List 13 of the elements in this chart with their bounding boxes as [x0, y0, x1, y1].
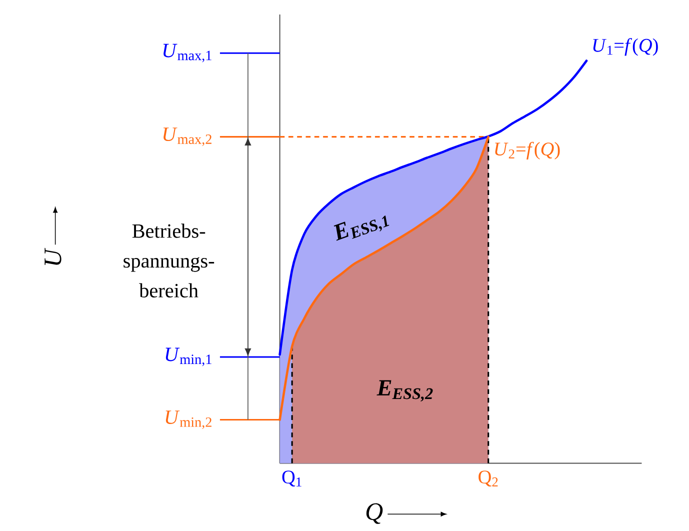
ref-line-label: U$_{max,1}$: [163, 44, 212, 62]
ref-line-label: U$_{min,2}$: [166, 410, 212, 430]
x-axis-title: Q: [366, 503, 383, 524]
text: Betriebs-spannungs-bereich: [124, 224, 214, 298]
series-label: U$_{2}$=f(Q): [495, 142, 560, 160]
annotation: E$_{ESS,1}$: [334, 216, 390, 241]
x-tick-label: Q$_{2}$: [478, 470, 498, 487]
x-tick-label: Q$_{1}$: [282, 470, 302, 487]
annotation: E$_{ESS,2}$: [376, 380, 433, 402]
series-label: U$_{1}$=f(Q): [593, 38, 658, 56]
text: U: [44, 248, 62, 266]
ref-line-label: U$_{min,1}$: [166, 348, 212, 366]
ref-line-label: U$_{max,2}$: [163, 128, 212, 146]
